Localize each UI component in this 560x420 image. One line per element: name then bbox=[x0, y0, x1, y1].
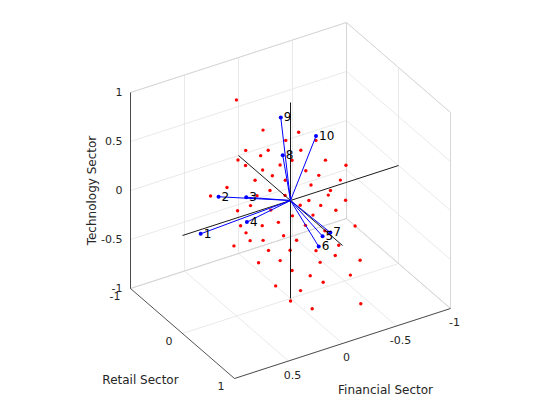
svg-text:-0.5: -0.5 bbox=[390, 334, 411, 347]
svg-text:0: 0 bbox=[166, 335, 173, 348]
svg-text:1: 1 bbox=[204, 227, 212, 241]
svg-text:10: 10 bbox=[319, 129, 334, 143]
svg-text:-0.5: -0.5 bbox=[101, 233, 122, 246]
svg-text:Financial Sector: Financial Sector bbox=[338, 383, 433, 397]
svg-text:1: 1 bbox=[218, 380, 225, 393]
svg-text:-1: -1 bbox=[112, 282, 123, 295]
svg-text:5: 5 bbox=[325, 229, 334, 244]
svg-text:Technology Sector: Technology Sector bbox=[85, 136, 99, 247]
svg-text:2: 2 bbox=[222, 190, 230, 204]
svg-text:0: 0 bbox=[116, 184, 123, 197]
svg-text:3: 3 bbox=[249, 190, 257, 204]
svg-text:0.5: 0.5 bbox=[284, 369, 302, 382]
svg-text:0.5: 0.5 bbox=[105, 135, 123, 148]
svg-text:-1: -1 bbox=[109, 290, 121, 303]
svg-text:Retail Sector: Retail Sector bbox=[102, 373, 178, 387]
svg-text:8: 8 bbox=[286, 148, 294, 162]
svg-text:1: 1 bbox=[116, 86, 123, 99]
svg-text:4: 4 bbox=[250, 215, 258, 229]
svg-text:7: 7 bbox=[333, 225, 341, 239]
svg-text:-1: -1 bbox=[449, 316, 460, 329]
svg-text:6: 6 bbox=[322, 239, 330, 253]
svg-text:0: 0 bbox=[343, 351, 350, 364]
svg-text:9: 9 bbox=[284, 110, 292, 124]
